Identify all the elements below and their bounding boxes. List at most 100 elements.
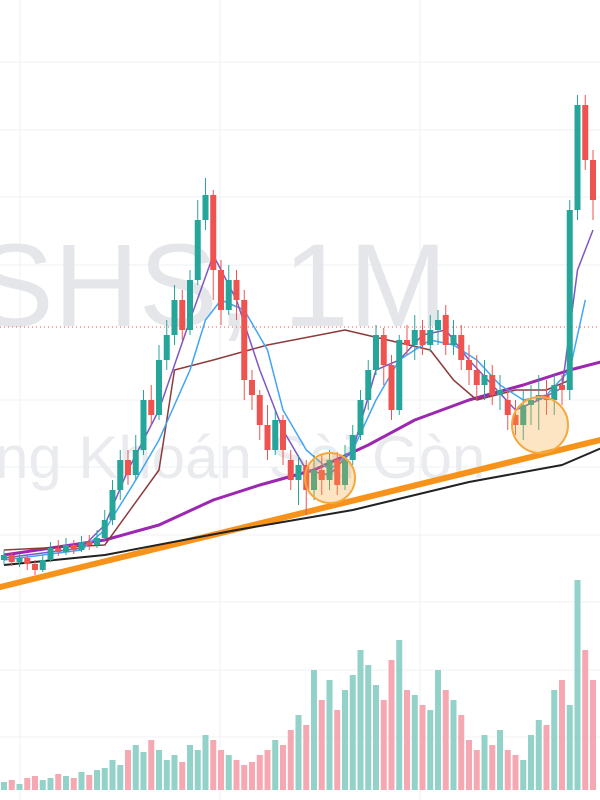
volume-bar — [380, 700, 387, 790]
volume-bar — [419, 705, 426, 790]
volume-bar — [249, 762, 255, 790]
candle-body — [419, 330, 426, 345]
volume-bar — [551, 690, 558, 790]
volume-bar — [86, 775, 93, 790]
candle-body — [520, 405, 527, 425]
volume-bar — [481, 735, 488, 790]
candle-body — [349, 435, 356, 460]
candle-body — [295, 465, 302, 480]
volume-bar — [311, 670, 317, 790]
candle-body — [442, 315, 449, 345]
volume-bar — [280, 745, 286, 790]
candle-body — [1, 555, 7, 560]
candle-body — [318, 470, 325, 480]
candle-body — [249, 380, 255, 395]
candle-body — [241, 300, 248, 380]
candle-body — [280, 420, 286, 450]
volume-bar — [349, 675, 356, 790]
volume-bar — [55, 774, 62, 790]
candle-body — [373, 335, 379, 370]
volume-bar — [473, 750, 480, 790]
volume-bar — [504, 750, 511, 790]
volume-bar — [435, 670, 441, 790]
volume-bar — [101, 768, 108, 790]
candle-body — [504, 400, 511, 415]
volume-bar — [388, 660, 395, 790]
candle-body — [187, 280, 193, 330]
volume-bar — [171, 755, 178, 790]
candle-body — [411, 330, 418, 345]
volume-bar — [264, 750, 271, 790]
volume-bar — [396, 640, 403, 790]
candle-body — [334, 460, 341, 485]
candle-body — [70, 545, 77, 550]
candle-body — [39, 560, 46, 570]
candle-body — [326, 460, 333, 480]
volume-bar — [318, 700, 325, 790]
candle-body — [256, 395, 263, 425]
candle-body — [342, 460, 348, 485]
indicator-line — [0, 436, 600, 591]
candle-body — [466, 360, 472, 370]
candle-body — [272, 420, 279, 450]
candle-body — [497, 390, 503, 395]
volume-bar — [427, 710, 434, 790]
volume-bar — [574, 580, 581, 790]
volume-bar — [194, 750, 201, 790]
volume-bar — [404, 690, 410, 790]
candle-body — [481, 375, 488, 385]
volume-bar — [342, 690, 348, 790]
volume-bar — [256, 755, 263, 790]
volume-bar — [132, 745, 139, 790]
volume-bar — [442, 690, 449, 790]
candle-body — [450, 335, 457, 345]
volume-bar — [365, 665, 372, 790]
candle-body — [63, 545, 69, 552]
candle-body — [233, 280, 240, 300]
candle-body — [311, 470, 317, 490]
candle-body — [156, 360, 162, 415]
volume-bar — [163, 760, 170, 790]
candle-body — [210, 195, 217, 270]
candle-body — [225, 280, 232, 310]
candle-body — [140, 400, 147, 450]
volume-bar — [210, 740, 217, 790]
volume-bar — [334, 710, 341, 790]
candle-body — [396, 340, 403, 410]
candle-body — [101, 520, 108, 538]
volume-bar — [47, 778, 54, 790]
candle-body — [117, 460, 124, 490]
volume-bar — [582, 650, 589, 790]
highlight-circle — [304, 452, 356, 504]
indicator-line — [3, 299, 587, 561]
volume-bar — [287, 730, 294, 790]
volume-bar — [272, 740, 279, 790]
volume-bar — [466, 740, 472, 790]
volume-bar — [326, 680, 333, 790]
indicator-line — [3, 229, 594, 559]
volume-bar — [357, 650, 364, 790]
candle-body — [574, 105, 581, 210]
candle-body — [179, 300, 186, 330]
volume-bar — [63, 776, 69, 790]
indicator-line — [3, 447, 600, 566]
volume-bar — [535, 720, 542, 790]
candle-body — [171, 300, 178, 335]
candle-body — [132, 450, 139, 475]
highlight-circle — [511, 396, 569, 454]
candle-body — [287, 460, 294, 480]
volume-bar — [512, 755, 519, 790]
volume-bar — [148, 740, 155, 790]
volume-bar — [117, 765, 124, 790]
volume-bar — [32, 776, 38, 790]
candle-body — [8, 555, 15, 562]
candle-body — [94, 538, 100, 545]
indicator-line — [3, 360, 600, 557]
candle-body — [458, 335, 465, 360]
candle-body — [163, 335, 170, 360]
volume-bar — [187, 745, 193, 790]
volume-bar — [16, 784, 23, 790]
volume-bar — [24, 778, 31, 790]
volume-bar — [94, 770, 100, 790]
